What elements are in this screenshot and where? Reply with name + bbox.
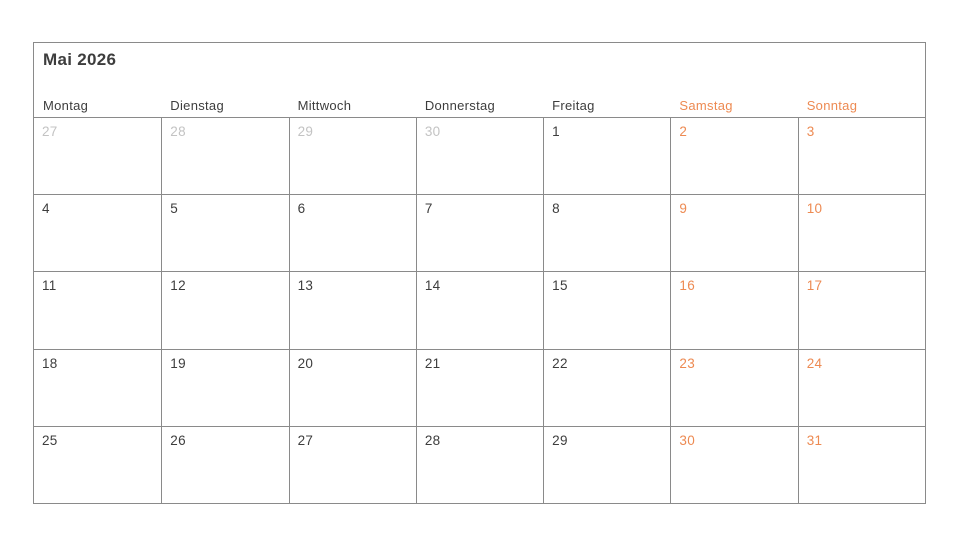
calendar-title: Mai 2026 (43, 50, 117, 69)
day-cell: 28 (161, 117, 289, 195)
day-cell: 20 (288, 348, 416, 426)
day-number: 1 (552, 124, 560, 139)
weekday-row: Montag Dienstag Mittwoch Donnerstag Freitag S… (34, 98, 925, 113)
weekday-label-samstag: Samstag (679, 98, 733, 113)
calendar-header: Mai 2026 Montag Dienstag Mittwoch Donnersta… (34, 43, 925, 117)
day-number: 17 (806, 278, 823, 294)
day-number: 23 (679, 355, 696, 371)
day-number: 5 (170, 201, 179, 217)
day-cell: 25 (34, 425, 162, 503)
day-number: 30 (679, 432, 696, 448)
day-number: 16 (679, 278, 696, 294)
day-cell: 2 (670, 117, 798, 195)
day-cell: 11 (34, 271, 162, 348)
day-cell: 8 (543, 194, 671, 272)
day-grid: 27 28 29 30 1 2 3 4 5 6 7 8 9 10 11 12 13 14 15 16 17 18 19 20 2… (34, 117, 925, 503)
day-cell: 22 (543, 348, 671, 426)
day-number: 20 (297, 355, 314, 371)
day-number: 28 (170, 124, 186, 139)
weekday-label-dienstag: Dienstag (170, 98, 224, 113)
day-number: 30 (424, 124, 441, 139)
day-cell: 28 (415, 425, 544, 503)
day-cell: 18 (34, 348, 162, 426)
day-cell: 23 (670, 348, 798, 426)
day-number: 25 (42, 432, 58, 448)
day-number: 7 (424, 201, 433, 217)
day-number: 19 (170, 355, 186, 371)
day-number: 4 (42, 201, 50, 217)
day-number: 10 (806, 201, 823, 217)
day-cell: 27 (288, 425, 416, 503)
day-cell: 13 (288, 271, 416, 349)
day-cell: 17 (797, 271, 925, 349)
weekday-label-donnerstag: Donnerstag (424, 98, 496, 113)
day-number: 8 (552, 201, 560, 217)
day-number: 15 (552, 278, 568, 294)
day-cell: 9 (670, 194, 798, 272)
day-cell: 1 (543, 117, 671, 195)
day-cell: 27 (34, 117, 162, 194)
weekday-label-sonntag: Sonntag (806, 98, 858, 113)
day-number: 13 (297, 278, 314, 294)
day-cell: 6 (288, 194, 416, 272)
day-cell: 5 (161, 194, 289, 272)
day-cell: 12 (161, 271, 289, 349)
day-number: 14 (424, 278, 441, 294)
weekday-label-freitag: Freitag (552, 98, 595, 113)
day-cell: 7 (415, 194, 544, 272)
day-number: 29 (297, 124, 314, 139)
day-number: 3 (806, 124, 815, 139)
month-calendar: Mai 2026 Montag Dienstag Mittwoch Donnersta… (33, 42, 926, 504)
day-number: 21 (424, 355, 441, 371)
day-cell: 19 (161, 348, 289, 426)
weekday-label-mittwoch: Mittwoch (297, 98, 352, 113)
day-number: 27 (297, 432, 314, 448)
day-number: 26 (170, 432, 186, 448)
day-number: 2 (679, 124, 688, 139)
day-cell: 30 (670, 425, 798, 503)
day-number: 22 (552, 355, 568, 371)
day-cell: 30 (415, 117, 544, 195)
weekday-label-montag: Montag (43, 98, 89, 113)
day-number: 28 (424, 432, 441, 448)
day-number: 9 (679, 201, 688, 217)
day-number: 6 (297, 201, 306, 217)
day-number: 27 (42, 124, 58, 139)
day-number: 24 (806, 355, 823, 371)
day-number: 12 (170, 278, 186, 294)
day-cell: 3 (797, 117, 925, 195)
day-number: 18 (42, 355, 58, 371)
day-cell: 10 (797, 194, 925, 272)
day-cell: 26 (161, 425, 289, 503)
day-cell: 15 (543, 271, 671, 349)
day-cell: 14 (415, 271, 544, 349)
day-cell: 21 (415, 348, 544, 426)
day-number: 11 (42, 278, 57, 294)
day-cell: 24 (797, 348, 925, 426)
day-cell: 29 (543, 425, 671, 503)
day-number: 29 (552, 432, 568, 448)
day-cell: 4 (34, 194, 162, 271)
day-number: 31 (806, 432, 823, 448)
day-cell: 31 (797, 425, 925, 503)
day-cell: 29 (288, 117, 416, 195)
day-cell: 16 (670, 271, 798, 349)
